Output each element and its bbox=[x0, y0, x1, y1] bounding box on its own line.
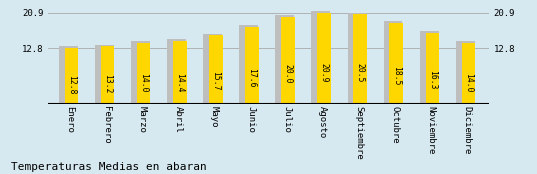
Bar bbox=[240, 25, 258, 104]
Text: 13.2: 13.2 bbox=[103, 74, 112, 94]
Text: 20.5: 20.5 bbox=[355, 63, 365, 83]
Text: 15.7: 15.7 bbox=[211, 70, 220, 90]
Bar bbox=[64, 48, 78, 104]
Text: 14.0: 14.0 bbox=[464, 73, 473, 93]
Text: 14.4: 14.4 bbox=[175, 73, 184, 92]
Bar bbox=[131, 41, 150, 104]
Text: 16.3: 16.3 bbox=[428, 70, 437, 89]
Bar bbox=[275, 15, 294, 104]
Bar bbox=[383, 21, 402, 104]
Bar bbox=[59, 46, 77, 104]
Bar bbox=[137, 43, 150, 104]
Bar bbox=[209, 35, 223, 104]
Bar bbox=[100, 46, 114, 104]
Bar bbox=[245, 27, 259, 104]
Bar bbox=[281, 17, 295, 104]
Text: Temperaturas Medias en abaran: Temperaturas Medias en abaran bbox=[11, 162, 207, 172]
Text: 17.6: 17.6 bbox=[248, 68, 256, 87]
Bar bbox=[95, 45, 114, 104]
Bar bbox=[353, 14, 367, 104]
Text: 20.0: 20.0 bbox=[284, 64, 293, 83]
Text: 18.5: 18.5 bbox=[392, 66, 401, 86]
Bar bbox=[420, 31, 439, 104]
Text: 12.8: 12.8 bbox=[67, 75, 76, 94]
Bar bbox=[456, 41, 475, 104]
Bar bbox=[462, 43, 475, 104]
Bar bbox=[389, 23, 403, 104]
Bar bbox=[203, 34, 222, 104]
Bar bbox=[173, 41, 186, 104]
Text: 20.9: 20.9 bbox=[320, 62, 329, 82]
Bar bbox=[317, 13, 331, 104]
Text: 14.0: 14.0 bbox=[139, 73, 148, 93]
Bar bbox=[167, 39, 186, 104]
Bar bbox=[347, 13, 366, 104]
Bar bbox=[311, 11, 330, 104]
Bar bbox=[425, 33, 439, 104]
